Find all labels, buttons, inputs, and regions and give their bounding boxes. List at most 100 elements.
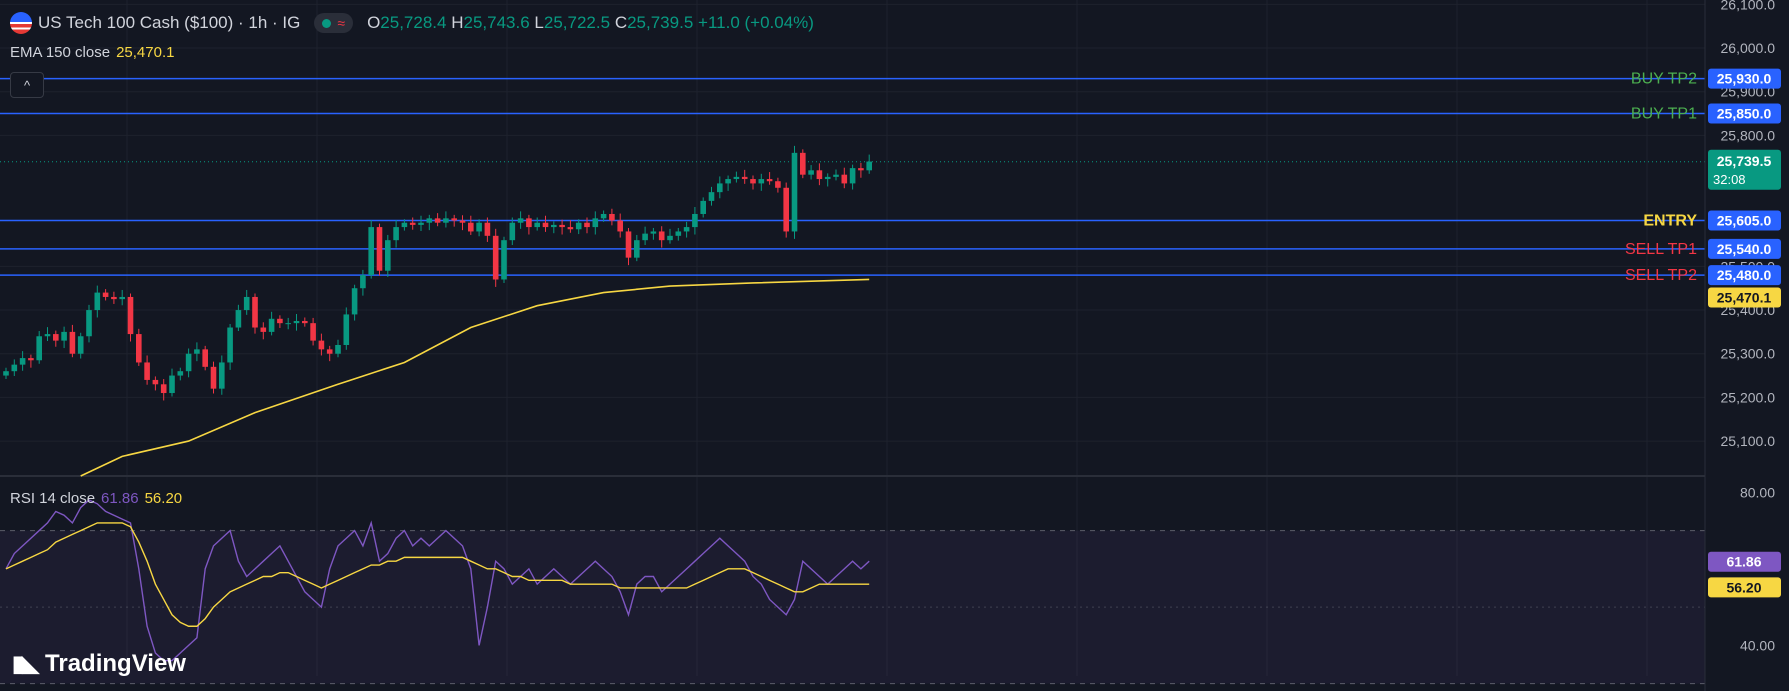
candle-body xyxy=(808,170,814,175)
candle-body xyxy=(509,222,516,241)
candle-body xyxy=(766,179,773,182)
candle-body xyxy=(642,233,648,241)
candle-body xyxy=(791,152,798,232)
candle-body xyxy=(111,296,117,300)
candle-body xyxy=(185,353,192,372)
rsi-legend[interactable]: RSI 14 close 61.86 56.20 xyxy=(10,490,182,507)
candle-body xyxy=(335,344,341,354)
candle-body xyxy=(277,318,283,324)
price-axis[interactable]: 26,100.026,000.025,900.025,800.025,500.0… xyxy=(1704,0,1789,691)
candle-body xyxy=(69,331,76,354)
candle-body xyxy=(501,240,507,280)
collapse-legend-button[interactable]: ^ xyxy=(10,72,44,98)
candle-body xyxy=(152,379,159,385)
candle-body xyxy=(219,362,225,389)
candle-body xyxy=(741,176,748,180)
candle-body xyxy=(136,334,142,363)
rsi-ma-value: 56.20 xyxy=(144,490,183,507)
candle-body xyxy=(94,292,101,311)
price-axis-tick: 26,100.0 xyxy=(1721,0,1776,12)
approx-icon: ≈ xyxy=(337,15,346,31)
level-price-label-tag xyxy=(1708,210,1781,231)
level-label: BUY TP2 xyxy=(1631,71,1697,88)
candle-body xyxy=(77,336,84,354)
level-label: SELL TP2 xyxy=(1625,267,1697,284)
candle-body xyxy=(368,227,374,276)
symbol-legend[interactable]: US Tech 100 Cash ($100) · 1h · IG ≈ O25,… xyxy=(10,12,814,34)
candle-body xyxy=(202,349,208,367)
candle-body xyxy=(11,364,18,372)
candle-body xyxy=(575,222,582,230)
rsi-line xyxy=(5,499,870,662)
candle-body xyxy=(53,334,59,341)
ema-legend[interactable]: EMA 150 close 25,470.1 xyxy=(10,44,174,61)
candle-body xyxy=(692,213,698,228)
candle-body xyxy=(401,222,408,228)
candle-body xyxy=(600,213,607,219)
rsi-value: 61.86 xyxy=(101,490,139,507)
high-label: H xyxy=(451,13,464,32)
candle-body xyxy=(634,240,640,258)
candle-body xyxy=(443,218,449,223)
rsi-band-fill xyxy=(0,530,1705,684)
candle-body xyxy=(160,384,167,394)
candle-body xyxy=(775,181,781,188)
tradingview-logo[interactable]: ▮◣ TradingView xyxy=(12,650,186,678)
ema-price-label: 25,470.1 xyxy=(1717,289,1772,305)
rsi-label: RSI 14 close xyxy=(10,490,96,507)
candle-body xyxy=(567,227,574,230)
candle-body xyxy=(468,222,474,232)
candle-body xyxy=(733,176,740,180)
candles xyxy=(3,145,872,401)
rsi-lines xyxy=(5,499,870,662)
open-label: O xyxy=(367,13,381,32)
price-axis-tick: 25,100.0 xyxy=(1721,433,1776,449)
market-status-pill[interactable]: ≈ xyxy=(314,13,354,33)
candle-body xyxy=(376,227,383,271)
candle-body xyxy=(169,375,175,394)
candle-body xyxy=(667,235,673,241)
candle-body xyxy=(252,296,258,328)
candle-body xyxy=(119,296,125,300)
candle-body xyxy=(625,231,632,258)
candle-body xyxy=(584,222,590,228)
candle-body xyxy=(459,220,466,223)
candle-body xyxy=(708,192,715,201)
bar-countdown: 32:08 xyxy=(1713,172,1746,187)
price-axis-tick: 25,800.0 xyxy=(1721,127,1776,143)
candle-body xyxy=(360,275,366,289)
ema-value: 25,470.1 xyxy=(116,44,175,61)
candle-body xyxy=(476,222,482,232)
ema-label: EMA 150 close xyxy=(10,44,111,61)
ohlc-readout: O25,728.4 H25,743.6 L25,722.5 C25,739.5 … xyxy=(367,13,814,33)
level-label: BUY TP1 xyxy=(1631,106,1697,123)
candle-body xyxy=(177,371,184,376)
candle-body xyxy=(841,174,848,184)
candle-body xyxy=(393,227,399,241)
level-price-label: 25,480.0 xyxy=(1717,267,1772,283)
candle-body xyxy=(302,320,308,324)
candle-body xyxy=(426,218,433,223)
symbol-title[interactable]: US Tech 100 Cash ($100) · 1h · IG xyxy=(38,13,301,32)
candle-body xyxy=(243,296,250,311)
rsi-price-label-tag xyxy=(1708,551,1781,572)
rsi-axis-tick: 40.00 xyxy=(1740,637,1775,653)
candle-body xyxy=(592,218,599,228)
candle-body xyxy=(700,200,706,214)
candle-body xyxy=(534,222,540,228)
candle-body xyxy=(683,227,690,232)
level-price-label: 25,930.0 xyxy=(1717,71,1772,87)
candle-body xyxy=(658,231,665,241)
candle-body xyxy=(800,152,806,175)
level-price-label: 25,540.0 xyxy=(1717,241,1772,257)
candle-body xyxy=(235,310,242,328)
ema-150-line xyxy=(80,278,870,477)
candle-body xyxy=(816,170,823,180)
candle-body xyxy=(210,366,217,389)
candle-body xyxy=(559,224,565,228)
candle-body xyxy=(144,362,150,380)
candle-body xyxy=(61,331,67,341)
change-value: +11.0 (+0.04%) xyxy=(698,13,814,32)
rsi-ma-price-label-tag xyxy=(1708,577,1781,598)
